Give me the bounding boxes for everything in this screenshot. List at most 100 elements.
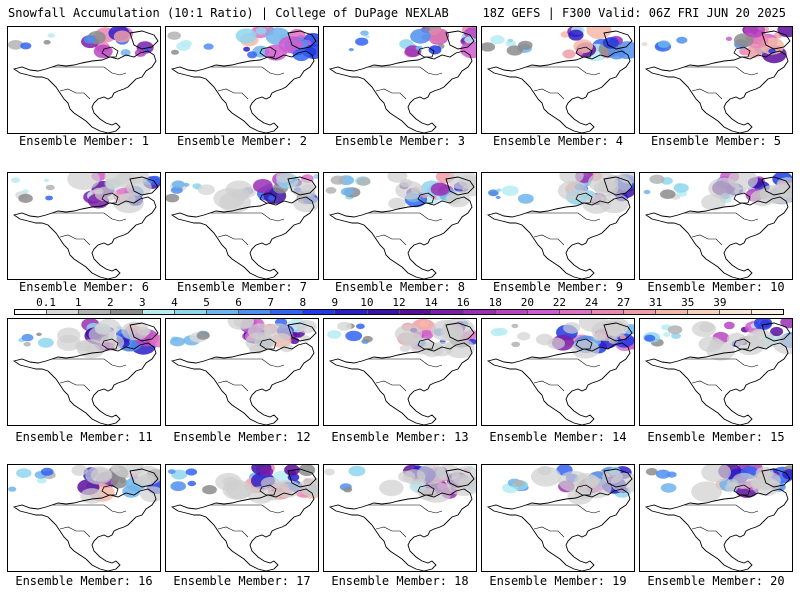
coastline <box>170 342 315 425</box>
greenland-outline <box>287 322 317 342</box>
ensemble-panel <box>165 26 319 134</box>
legend-tick-label: 8 <box>299 296 307 309</box>
greenland-outline <box>603 30 633 50</box>
snowfall-patch <box>501 185 519 196</box>
color-legend <box>14 309 784 315</box>
legend-tick-label: 2 <box>106 296 114 309</box>
ensemble-panel <box>7 172 161 280</box>
us-mexico-border <box>533 526 565 538</box>
greenland-outline <box>761 30 791 50</box>
snowfall-patch <box>47 33 55 38</box>
snowfall-patch <box>113 30 131 43</box>
snowfall-patch <box>37 337 54 348</box>
snowfall-patch <box>104 173 131 186</box>
snowfall-patch <box>166 193 180 203</box>
ensemble-panel <box>639 172 793 280</box>
snowfall-patch <box>506 45 523 56</box>
snowfall-patch <box>708 177 740 199</box>
us-mexico-border <box>59 234 91 246</box>
legend-swatch <box>463 310 496 314</box>
snowfall-patch <box>259 466 274 477</box>
snowfall-patch <box>744 27 765 38</box>
snowfall-patch <box>573 39 593 54</box>
snowfall-patch <box>426 28 449 44</box>
legend-swatch <box>303 310 336 314</box>
snowfall-patch <box>701 465 731 483</box>
legend-swatch <box>47 310 80 314</box>
panel-caption: Ensemble Member: 19 <box>489 574 627 588</box>
snowfall-patch <box>88 326 115 344</box>
greenland-outline <box>761 322 791 342</box>
snowfall-patch <box>16 468 32 478</box>
ensemble-panel <box>639 464 793 572</box>
us-mexico-border <box>59 526 91 538</box>
snowfall-patch <box>121 321 150 341</box>
snowfall-patch <box>507 38 514 43</box>
snowfall-patch <box>444 338 475 359</box>
snowfall-patch <box>185 468 198 476</box>
ensemble-panel <box>165 172 319 280</box>
us-mexico-border <box>59 380 91 392</box>
hudson-bay-outline <box>733 192 751 204</box>
hudson-bay-outline <box>101 192 119 204</box>
us-canada-border <box>526 504 601 514</box>
coastline <box>328 196 473 279</box>
hudson-bay-outline <box>733 338 751 350</box>
snowfall-patch <box>488 189 499 197</box>
snowfall-patch <box>11 177 21 183</box>
ensemble-panel <box>323 172 477 280</box>
us-canada-border <box>368 66 443 76</box>
legend-swatch <box>687 310 721 314</box>
us-canada-border <box>210 358 285 368</box>
snowfall-patch <box>496 188 502 192</box>
greenland-outline <box>129 322 159 342</box>
legend-swatch <box>623 310 656 314</box>
snowfall-patch <box>421 342 444 358</box>
snowfall-patch <box>23 342 31 347</box>
snowfall-patch <box>187 480 197 487</box>
us-mexico-border <box>375 380 407 392</box>
snowfall-patch <box>399 344 411 352</box>
snowfall-patch <box>649 174 665 184</box>
us-mexico-border <box>217 526 249 538</box>
snowfall-patch <box>667 325 683 335</box>
snowfall-patch <box>559 173 584 184</box>
snowfall-patch <box>167 31 181 40</box>
snowfall-patch <box>388 197 406 210</box>
snowfall-patch <box>490 35 505 45</box>
legend-tick-label: 10 <box>360 296 374 309</box>
snowfall-patch <box>267 195 275 201</box>
snowfall-patch <box>298 477 318 497</box>
panel-caption: Ensemble Member: 10 <box>647 280 785 294</box>
ensemble-panel <box>639 318 793 426</box>
snowfall-patch <box>660 189 676 199</box>
legend-tick-label: 18 <box>488 296 502 309</box>
snowfall-patch <box>644 334 656 342</box>
snowfall-patch <box>660 483 677 493</box>
snowfall-patch <box>709 338 724 349</box>
us-canada-border <box>684 212 759 222</box>
snowfall-patch <box>364 35 370 39</box>
panel-caption: Ensemble Member: 15 <box>647 430 785 444</box>
snowfall-patch <box>460 41 476 59</box>
snowfall-patch <box>619 335 626 340</box>
snowfall-patch <box>725 483 739 492</box>
snowfall-patch <box>691 321 717 337</box>
snowfall-patch <box>235 28 257 44</box>
snowfall-patch <box>643 189 651 195</box>
coastline <box>486 196 631 279</box>
panel-caption: Ensemble Member: 1 <box>18 134 150 148</box>
hudson-bay-outline <box>101 338 119 350</box>
us-canada-border <box>368 504 443 514</box>
snowfall-patch <box>557 180 588 201</box>
legend-tick-label: 12 <box>392 296 406 309</box>
ensemble-panel <box>7 318 161 426</box>
legend-tick-label: 6 <box>235 296 242 309</box>
snowfall-patch <box>36 477 47 484</box>
us-canada-border <box>210 212 285 222</box>
legend-swatch <box>655 310 688 314</box>
snowfall-patch <box>691 481 722 502</box>
hudson-bay-outline <box>575 338 593 350</box>
snowfall-patch <box>240 187 256 198</box>
greenland-outline <box>603 322 633 342</box>
